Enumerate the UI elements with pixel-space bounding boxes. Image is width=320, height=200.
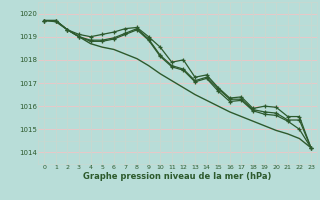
X-axis label: Graphe pression niveau de la mer (hPa): Graphe pression niveau de la mer (hPa) xyxy=(84,172,272,181)
